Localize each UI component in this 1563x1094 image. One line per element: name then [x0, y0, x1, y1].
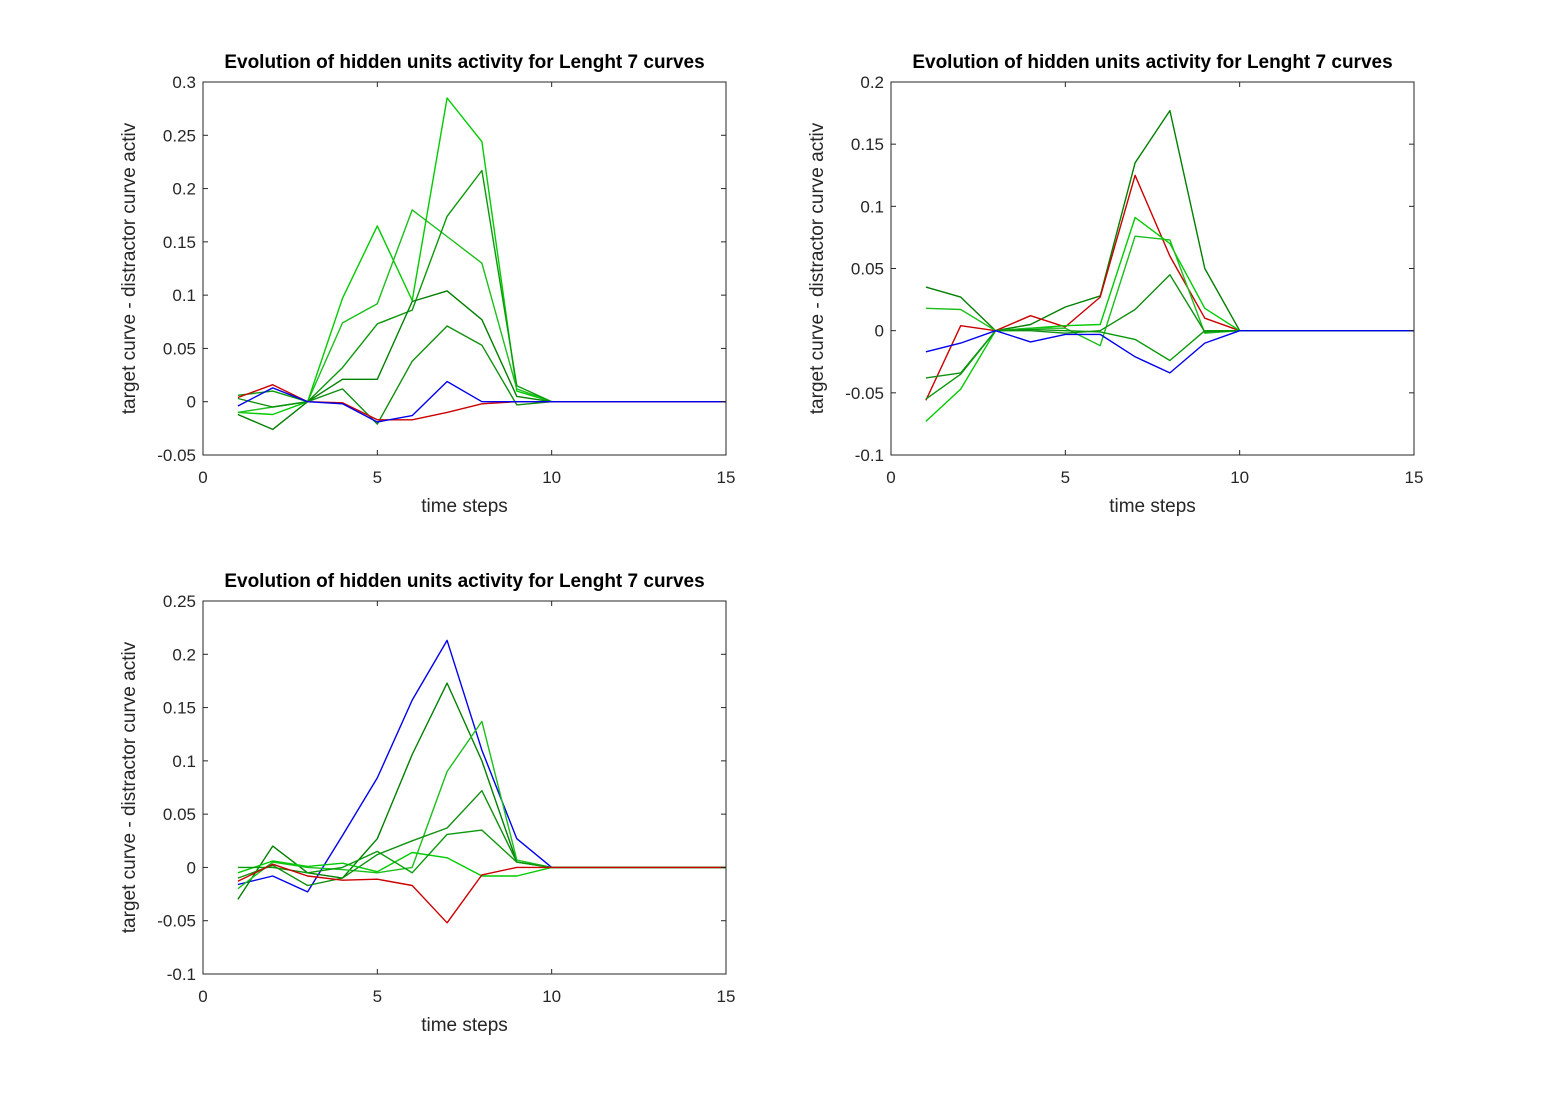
y-tick-label: -0.05 — [845, 384, 884, 403]
x-tick-label: 10 — [542, 468, 561, 487]
x-tick-label: 0 — [198, 468, 207, 487]
y-tick-label: -0.1 — [167, 965, 196, 984]
y-tick-label: -0.05 — [157, 912, 196, 931]
x-axis-label: time steps — [1109, 496, 1196, 517]
y-tick-label: 0.2 — [860, 73, 884, 92]
series-line-7 — [925, 330, 1414, 374]
x-tick-label: 0 — [198, 987, 207, 1006]
series-line-7 — [237, 380, 726, 423]
y-tick-label: 0 — [187, 858, 196, 877]
x-tick-label: 5 — [373, 468, 382, 487]
y-tick-label: 0.2 — [172, 180, 196, 199]
y-tick-label: 0.05 — [163, 339, 196, 358]
x-axis-label: time steps — [421, 1015, 508, 1036]
y-tick-label: 0.05 — [163, 805, 196, 824]
series-group — [925, 109, 1414, 422]
y-tick-label: 0.1 — [172, 752, 196, 771]
x-tick-label: 5 — [373, 987, 382, 1006]
chart-2: 0 5 10 15 -0.1 -0.05 0 0.05 0.1 0.15 0.2 Evolution … — [807, 52, 1423, 517]
chart-1: 0 5 10 15-0.0500.050.10.150.20.250.3Evoluti… — [119, 52, 735, 517]
y-tick-label: 0.05 — [851, 260, 884, 279]
plot-area — [202, 81, 727, 456]
y-axis-label: target curve - distractor curve activ — [119, 122, 140, 414]
x-tick-label: 5 — [1061, 468, 1070, 487]
y-axis-label: target curve - distractor curve activ — [807, 122, 828, 414]
chart-title: Evolution of hidden units activity for L… — [912, 52, 1392, 73]
y-tick-label: -0.1 — [855, 446, 884, 465]
y-tick-label: 0.1 — [172, 286, 196, 305]
series-group — [237, 639, 726, 924]
y-tick-label: 0.15 — [163, 699, 196, 718]
x-tick-label: 15 — [717, 468, 736, 487]
plot-area — [890, 81, 1415, 456]
plot-area — [202, 600, 727, 975]
y-tick-label: 0.15 — [163, 233, 196, 252]
series-line-7 — [237, 863, 726, 924]
series-group — [237, 97, 726, 431]
y-tick-label: 0.25 — [163, 592, 196, 611]
chart-title: Evolution of hidden units activity for L… — [224, 571, 704, 592]
y-tick-label: -0.05 — [157, 446, 196, 465]
x-tick-label: 15 — [717, 987, 736, 1006]
y-axis-label: target curve - distractor curve activ — [119, 641, 140, 933]
y-tick-label: 0.15 — [851, 135, 884, 154]
x-tick-label: 10 — [1230, 468, 1249, 487]
x-tick-label: 0 — [886, 468, 895, 487]
y-tick-label: 0.2 — [172, 645, 196, 664]
y-tick-label: 0 — [187, 393, 196, 412]
chart-3: 0 5 10 15 -0.1 -0.05 0 0.05 0.1 0.15 0.2 0.25 Evolut… — [119, 571, 735, 1036]
y-tick-label: 0.25 — [163, 126, 196, 145]
chart-title: Evolution of hidden units activity for L… — [224, 52, 704, 73]
x-axis-label: time steps — [421, 496, 508, 517]
x-tick-label: 15 — [1405, 468, 1424, 487]
y-tick-label: 0.1 — [860, 197, 884, 216]
y-tick-label: 0.3 — [172, 73, 196, 92]
x-tick-label: 10 — [542, 987, 561, 1006]
y-tick-label: 0 — [875, 322, 884, 341]
